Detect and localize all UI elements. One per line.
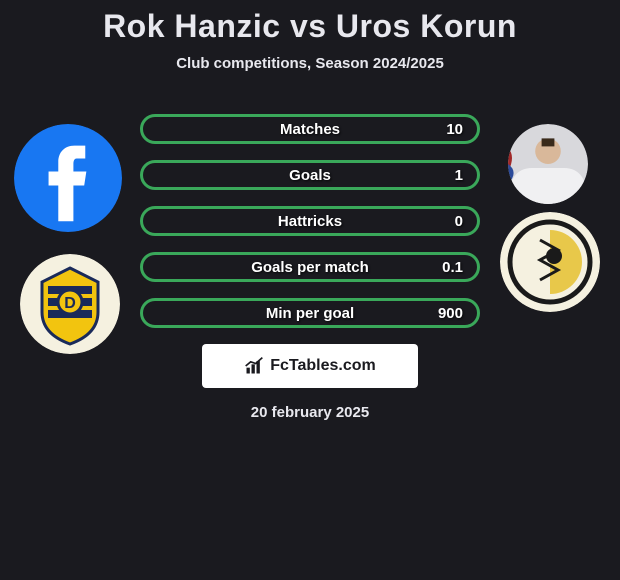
stat-label: Goals [289,167,331,184]
badge-player-photo-icon [508,124,588,204]
stat-bar-goals: Goals 1 [140,160,480,190]
badge-club-right-icon [500,212,600,312]
content: D Ma [0,114,620,421]
page-subtitle: Club competitions, Season 2024/2025 [0,55,620,72]
stat-bar-goals-per-match: Goals per match 0.1 [140,252,480,282]
chart-icon [244,356,264,376]
stat-label: Hattricks [278,213,342,230]
fctables-logo: FcTables.com [202,344,418,388]
svg-text:D: D [64,295,76,312]
badge-facebook-icon [14,124,122,232]
date-label: 20 february 2025 [0,404,620,421]
header: Rok Hanzic vs Uros Korun Club competitio… [0,0,620,72]
stat-value: 0 [455,213,463,230]
badge-club-left-icon: D [20,254,120,354]
stat-value: 1 [455,167,463,184]
logo-text: FcTables.com [270,357,376,375]
stat-bar-hattricks: Hattricks 0 [140,206,480,236]
stat-bars: Matches 10 Goals 1 Hattricks 0 Goals per… [140,114,480,328]
stat-bar-min-per-goal: Min per goal 900 [140,298,480,328]
stat-label: Min per goal [266,305,354,322]
stat-value: 10 [446,121,463,138]
stat-label: Matches [280,121,340,138]
stat-value: 900 [438,305,463,322]
page-title: Rok Hanzic vs Uros Korun [0,8,620,45]
stat-value: 0.1 [442,259,463,276]
stat-label: Goals per match [251,259,369,276]
stat-bar-matches: Matches 10 [140,114,480,144]
